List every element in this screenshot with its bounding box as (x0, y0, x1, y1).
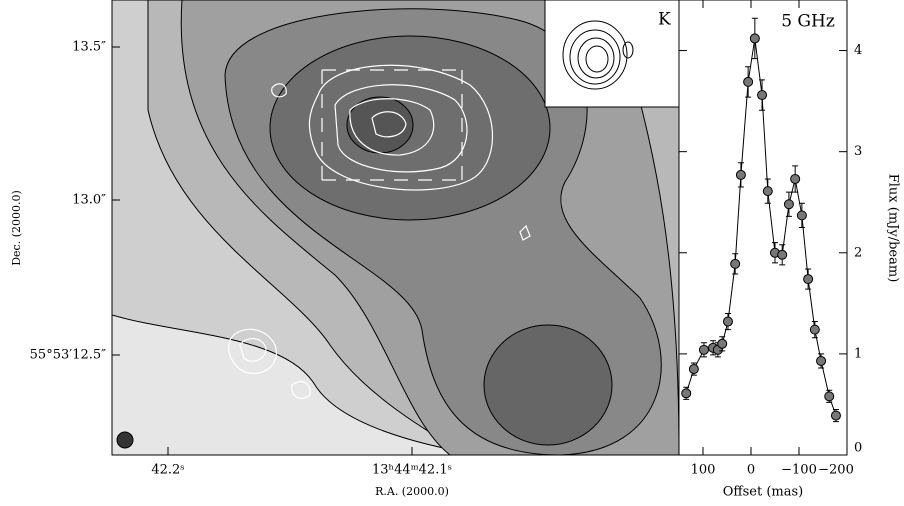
data-point (717, 338, 728, 349)
data-point (722, 316, 733, 327)
y-tick-label: 4 (854, 43, 862, 58)
data-point (809, 324, 820, 335)
data-point (681, 388, 692, 399)
data-point (790, 173, 801, 184)
chart-title: 5 GHz (781, 12, 835, 32)
y-tick-label: 13.0″ (72, 193, 106, 208)
data-point (783, 199, 794, 210)
data-point (762, 186, 773, 197)
data-point (816, 355, 827, 366)
data-point (743, 76, 754, 87)
data-point (830, 410, 841, 421)
inset (544, 0, 680, 108)
x-tick-label: −100 (781, 463, 817, 478)
x-tick-label: 13ʰ44ᵐ42.1ˢ (372, 463, 452, 478)
data-point (735, 169, 746, 180)
x-tick-label: 100 (691, 463, 716, 478)
x-axis-label: Offset (mas) (723, 485, 804, 500)
data-point (796, 210, 807, 221)
data-point (824, 391, 835, 402)
beam (116, 431, 134, 449)
y-tick-label: 2 (854, 245, 862, 260)
y-tick-label: 55°53′12.5″ (30, 348, 106, 363)
y-tick-label: 1 (854, 346, 862, 361)
x-tick-label: 0 (747, 463, 755, 478)
data-point (803, 274, 814, 285)
x-tick-label: −200 (818, 463, 854, 478)
data-point (749, 33, 760, 44)
y-tick-label: 13.5″ (72, 40, 106, 55)
data-point (698, 344, 709, 355)
y-axis-label: Flux (mJy/beam) (886, 174, 901, 283)
x-axis-label: R.A. (2000.0) (375, 485, 449, 498)
y-axis-label: Dec. (2000.0) (10, 190, 23, 266)
plot-frame (678, 0, 848, 456)
y-tick-label: 0 (854, 441, 862, 456)
data-point (688, 364, 699, 375)
contour-level (483, 324, 613, 446)
x-tick-label: 42.2ˢ (151, 463, 184, 478)
y-tick-label: 3 (854, 144, 862, 159)
inset-contours (562, 20, 634, 90)
data-point (777, 249, 788, 260)
radio-contours (228, 64, 531, 399)
data-point (730, 258, 741, 269)
contour-map: K Dec. (2000.0) R.A. (2000.0) (10, 0, 680, 498)
inset-label: K (658, 10, 671, 30)
data-point (757, 90, 768, 101)
